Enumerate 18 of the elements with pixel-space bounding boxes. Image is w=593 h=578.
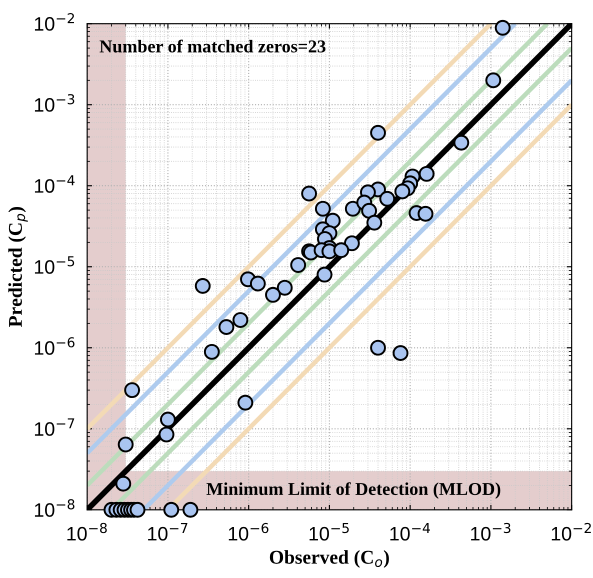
y-tick-label: 10$^{−4}$ [34,175,75,193]
x-tick-label: 10$^{−8}$ [67,522,107,541]
annotation: Number of matched zeros=23 [100,40,326,53]
y-tick-label: 10$^{−8}$ [34,499,74,517]
y-tick-label: 10$^{−2}$ [34,13,74,31]
x-tick-label: 10$^{−7}$ [148,523,188,541]
y-tick-label: 10$^{−6}$ [34,337,74,355]
x-tick-label: 10$^{−2}$ [552,522,591,541]
y-tick-label: 10$^{−5}$ [34,256,74,274]
x-axis-title: Observed (C$_{o}$) [270,550,389,568]
y-tick-label: 10$^{−7}$ [34,418,74,436]
y-tick-label: 10$^{−3}$ [34,94,74,112]
y-axis-title: Predicted (C$_{p}$) [8,207,28,327]
x-tick-label: 10$^{−4}$ [390,523,430,541]
x-tick-label: 10$^{−6}$ [228,522,268,541]
x-tick-label: 10$^{−3}$ [471,522,510,541]
x-tick-label: 10$^{−5}$ [310,523,349,541]
band-label: Minimum Limit of Detection (MLOD) [206,482,500,499]
